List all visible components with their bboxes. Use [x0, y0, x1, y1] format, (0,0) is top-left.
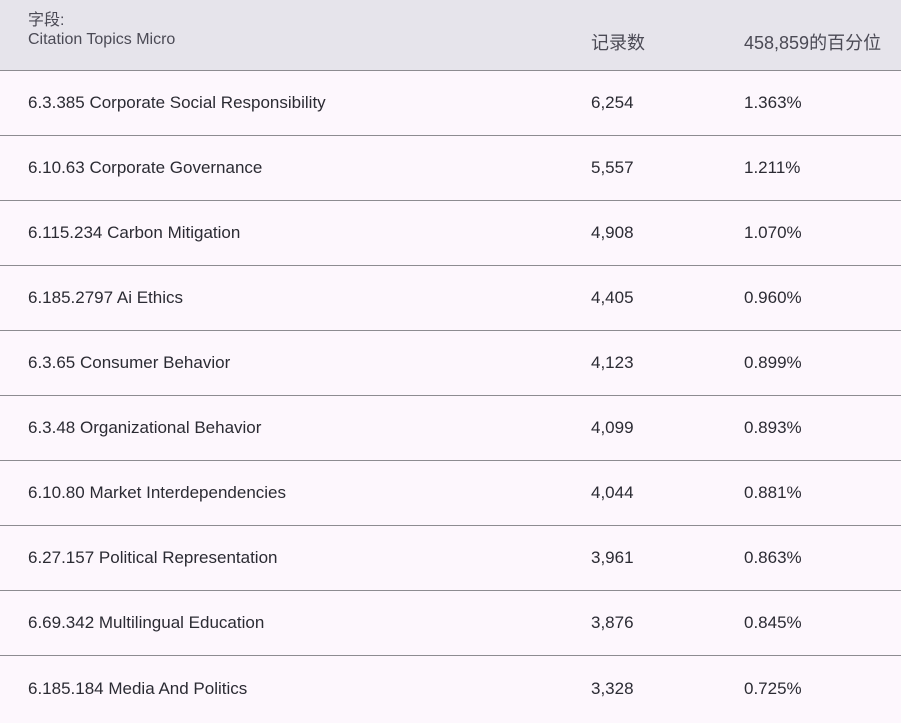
- count-cell: 3,961: [591, 548, 634, 567]
- table-row[interactable]: 6.3.65 Consumer Behavior 4,123 0.899%: [0, 331, 901, 396]
- table-row[interactable]: 6.10.80 Market Interdependencies 4,044 0…: [0, 461, 901, 526]
- percentage-cell: 1.070%: [744, 223, 802, 242]
- table-row[interactable]: 6.3.385 Corporate Social Responsibility …: [0, 71, 901, 136]
- topic-cell[interactable]: 6.3.48 Organizational Behavior: [28, 418, 262, 437]
- count-cell: 4,044: [591, 483, 634, 502]
- topic-cell[interactable]: 6.115.234 Carbon Mitigation: [28, 223, 241, 242]
- topic-cell[interactable]: 6.10.63 Corporate Governance: [28, 158, 263, 177]
- topic-cell[interactable]: 6.69.342 Multilingual Education: [28, 613, 265, 632]
- table-row[interactable]: 6.10.63 Corporate Governance 5,557 1.211…: [0, 136, 901, 201]
- table-row[interactable]: 6.3.48 Organizational Behavior 4,099 0.8…: [0, 396, 901, 461]
- percentage-cell: 0.960%: [744, 288, 802, 307]
- percentage-cell: 0.899%: [744, 353, 802, 372]
- count-cell: 6,254: [591, 93, 634, 112]
- percentage-cell: 0.725%: [744, 679, 802, 698]
- count-cell: 3,876: [591, 613, 634, 632]
- percentage-cell: 0.863%: [744, 548, 802, 567]
- table-header: 字段: Citation Topics Micro 记录数 458,859的百分…: [0, 0, 901, 71]
- percentage-cell: 0.893%: [744, 418, 802, 437]
- count-cell: 4,099: [591, 418, 634, 437]
- count-cell: 3,328: [591, 679, 634, 698]
- table-row[interactable]: 6.115.234 Carbon Mitigation 4,908 1.070%: [0, 201, 901, 266]
- topic-cell[interactable]: 6.3.385 Corporate Social Responsibility: [28, 93, 326, 112]
- percentage-cell: 1.363%: [744, 93, 802, 112]
- count-cell: 5,557: [591, 158, 634, 177]
- percentage-cell: 1.211%: [744, 158, 801, 177]
- topic-cell[interactable]: 6.185.184 Media And Politics: [28, 679, 248, 698]
- topic-cell[interactable]: 6.10.80 Market Interdependencies: [28, 483, 287, 502]
- field-label: 字段:: [28, 12, 65, 29]
- field-name-header[interactable]: Citation Topics Micro: [28, 31, 176, 48]
- count-cell: 4,405: [591, 288, 634, 307]
- record-count-header[interactable]: 记录数: [591, 33, 645, 53]
- count-cell: 4,908: [591, 223, 634, 242]
- percentage-cell: 0.881%: [744, 483, 802, 502]
- percentage-cell: 0.845%: [744, 613, 802, 632]
- topic-cell[interactable]: 6.3.65 Consumer Behavior: [28, 353, 231, 372]
- table-row[interactable]: 6.185.184 Media And Politics 3,328 0.725…: [0, 656, 901, 722]
- percentage-header[interactable]: 458,859的百分位: [744, 33, 882, 53]
- topic-cell[interactable]: 6.27.157 Political Representation: [28, 548, 278, 567]
- table-row[interactable]: 6.27.157 Political Representation 3,961 …: [0, 526, 901, 591]
- topic-cell[interactable]: 6.185.2797 Ai Ethics: [28, 288, 184, 307]
- table-row[interactable]: 6.69.342 Multilingual Education 3,876 0.…: [0, 591, 901, 656]
- count-cell: 4,123: [591, 353, 634, 372]
- table-row[interactable]: 6.185.2797 Ai Ethics 4,405 0.960%: [0, 266, 901, 331]
